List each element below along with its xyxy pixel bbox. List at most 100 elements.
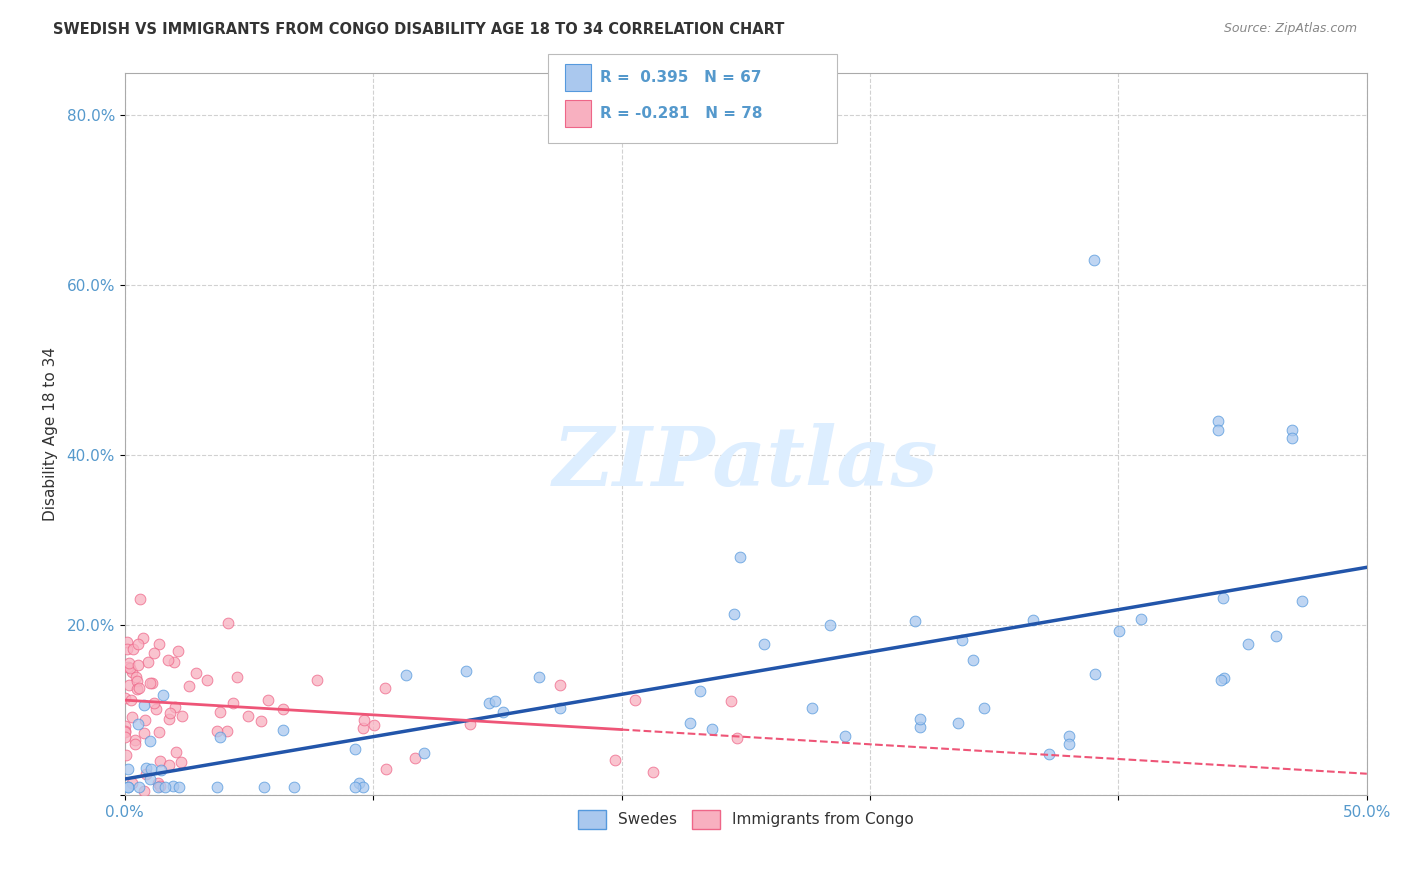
Point [728,550,751,565]
Point [148,637,170,651]
Point [404,751,426,765]
Point [1213,671,1236,685]
Point [548,677,571,691]
Point [209,730,232,744]
Point [222,696,245,710]
Point [1212,591,1234,606]
Point [217,615,239,630]
Point [1281,423,1303,437]
Point [114,724,136,739]
Point [156,653,179,667]
Point [142,646,165,660]
Point [946,716,969,731]
Point [529,670,551,684]
Point [908,712,931,726]
Point [1084,667,1107,681]
Point [413,747,436,761]
Text: R =  0.395   N = 67: R = 0.395 N = 67 [600,70,762,85]
Point [163,655,186,669]
Point [121,776,143,790]
Point [165,699,187,714]
Point [114,724,136,739]
Point [215,723,238,738]
Point [152,688,174,702]
Legend: Swedes, Immigrants from Congo: Swedes, Immigrants from Congo [572,804,920,835]
Point [253,780,276,794]
Point [115,642,138,657]
Point [904,614,927,628]
Point [132,632,155,646]
Point [950,632,973,647]
Point [458,717,481,731]
Point [148,780,170,794]
Point [454,664,477,678]
Point [114,690,136,705]
Point [1057,729,1080,743]
Point [1108,624,1130,638]
Point [363,718,385,732]
Point [395,667,418,681]
Y-axis label: Disability Age 18 to 34: Disability Age 18 to 34 [44,347,58,521]
Point [725,731,748,745]
Point [128,681,150,695]
Point [305,673,328,687]
Point [1206,423,1229,437]
Point [127,658,149,673]
Point [1057,738,1080,752]
Point [153,780,176,794]
Text: R = -0.281   N = 78: R = -0.281 N = 78 [600,106,763,120]
Point [374,762,396,776]
Point [138,733,160,747]
Point [149,764,172,778]
Point [115,748,138,763]
Point [127,717,149,731]
Point [129,591,152,606]
Point [165,745,187,759]
Point [1265,629,1288,643]
Point [720,694,742,708]
Point [689,684,711,698]
Point [1281,432,1303,446]
Point [115,634,138,648]
Point [122,642,145,657]
Point [124,738,146,752]
Point [118,656,141,670]
Point [236,709,259,723]
Point [973,701,995,715]
Point [352,722,374,736]
Point [186,666,208,681]
Point [1291,594,1313,608]
Text: ZIPatlas: ZIPatlas [553,423,938,503]
Point [603,753,626,767]
Point [117,762,139,776]
Point [141,762,163,776]
Point [702,723,724,737]
Point [118,661,141,675]
Point [1083,252,1105,267]
Point [127,682,149,697]
Point [271,701,294,715]
Point [548,701,571,715]
Point [121,665,143,679]
Point [1206,414,1229,428]
Point [125,673,148,688]
Point [132,698,155,712]
Point [344,741,367,756]
Point [120,693,142,707]
Point [157,758,180,772]
Point [117,659,139,673]
Point [138,772,160,787]
Point [145,702,167,716]
Point [118,678,141,692]
Point [962,653,984,667]
Point [208,706,231,720]
Point [723,607,745,621]
Point [157,712,180,726]
Point [478,696,501,710]
Point [132,726,155,740]
Point [344,780,367,794]
Point [127,637,149,651]
Point [257,693,280,707]
Point [492,705,515,719]
Text: Source: ZipAtlas.com: Source: ZipAtlas.com [1223,22,1357,36]
